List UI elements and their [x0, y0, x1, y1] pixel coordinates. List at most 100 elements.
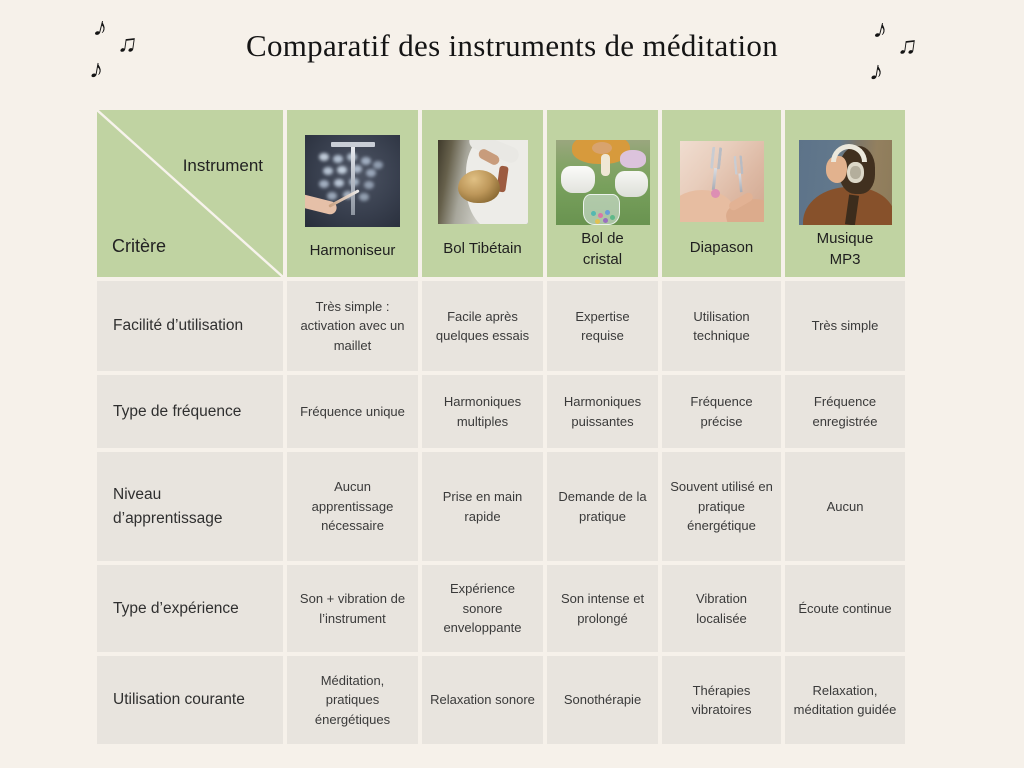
column-label-text: Harmoniseur: [309, 241, 396, 259]
face: [825, 156, 847, 183]
column-label: Bol Tibétain: [437, 224, 527, 277]
column-header-diapason: Diapason: [662, 110, 781, 277]
cell-text: Écoute continue: [798, 600, 892, 616]
cell-text: Expertise requise: [575, 308, 630, 344]
musique-mp3-photo: [798, 140, 892, 225]
table-cell: Aucun apprentissage nécessaire: [287, 452, 418, 561]
table-cell: Fréquence précise: [662, 375, 781, 448]
table-cell: Harmoniques multiples: [422, 375, 543, 448]
cell-text: Sonothérapie: [563, 692, 642, 708]
table-cell: Harmoniques puissantes: [547, 375, 658, 448]
cell-text: Vibration localisée: [695, 591, 748, 626]
table-cell: Fréquence unique: [287, 375, 418, 448]
column-label-text: Musique MP3: [816, 230, 874, 268]
criterion-utilisation-courante: Utilisation courante: [97, 656, 283, 744]
cell-text: Très simple: [811, 318, 879, 334]
blurred-chimes: [319, 153, 329, 161]
confetti-dots: [590, 211, 596, 216]
chime-rod: [351, 147, 355, 215]
column-header-bol-de-cristal: Bol de cristal: [547, 110, 658, 277]
table-cell: Expertise requise: [547, 281, 658, 371]
table-cell: Fréquence enregistrée: [785, 375, 905, 448]
column-label: Musique MP3: [806, 225, 884, 277]
table-cell: Expérience sonore enveloppante: [422, 565, 543, 652]
pink-tip: [710, 189, 720, 198]
table-cell: Très simple : activation avec un maillet: [287, 281, 418, 371]
cell-text: Relaxation sonore: [430, 692, 535, 708]
cell-text: Aucun: [826, 498, 864, 514]
page-title: Comparatif des instruments de méditation: [245, 28, 778, 63]
brass-bowl: [457, 170, 500, 203]
cell-text: Harmoniques multiples: [443, 394, 522, 429]
diapason-photo: [679, 141, 764, 222]
hand: [591, 142, 612, 154]
criterion-label: Facilité d’utilisation: [113, 317, 244, 335]
table-cell: Son + vibration de l’instrument: [287, 565, 418, 652]
pink-bowl: [619, 150, 646, 168]
headphone-cup: [846, 162, 864, 183]
column-label-text: Bol de cristal: [581, 230, 624, 268]
table-cell: Son intense et prolongé: [547, 565, 658, 652]
table-cell: Utilisation technique: [662, 281, 781, 371]
diagonal-divider: [97, 110, 283, 277]
mallet: [328, 189, 360, 208]
column-label: Bol de cristal: [564, 225, 642, 277]
criterion-label: Type d’expérience: [113, 599, 239, 617]
criterion-type-de-frequence: Type de fréquence: [97, 375, 283, 448]
bol-tibetain-photo: [437, 140, 528, 224]
column-label: Harmoniseur: [304, 227, 402, 277]
bol-de-cristal-photo: [555, 140, 650, 225]
criterion-niveau-apprentissage: Niveau d’apprentissage: [97, 452, 283, 561]
table-cell: Thérapies vibratoires: [662, 656, 781, 744]
fork-prongs: [732, 155, 744, 175]
clear-bowl: [582, 194, 620, 225]
table-cell: Sonothérapie: [547, 656, 658, 744]
cell-text: Fréquence enregistrée: [812, 394, 878, 429]
skin-area: [679, 190, 734, 222]
table-cell: Relaxation sonore: [422, 656, 543, 744]
comparison-table: Instrument Critère Harmoniseur Bol Tibét…: [97, 110, 905, 744]
cell-text: Souvent utilisé en pratique énergétique: [670, 479, 773, 534]
cell-text: Très simple : activation avec un maillet: [300, 298, 405, 353]
crystal-bowl-right: [614, 171, 648, 197]
criterion-facilite-utilisation: Facilité d’utilisation: [97, 281, 283, 371]
table-cell: Aucun: [785, 452, 905, 561]
column-header-musique-mp3: Musique MP3: [785, 110, 905, 277]
cell-text: Facile après quelques essais: [435, 308, 530, 344]
eighth-note-icon: ♪: [870, 12, 892, 46]
table-cell: Prise en main rapide: [422, 452, 543, 561]
table-cell: Méditation, pratiques énergétiques: [287, 656, 418, 744]
table-cell: Demande de la pratique: [547, 452, 658, 561]
cell-text: Relaxation, méditation guidée: [793, 682, 897, 718]
fork-prongs: [709, 146, 722, 170]
table-cell: Facile après quelques essais: [422, 281, 543, 371]
criterion-label: Utilisation courante: [113, 691, 245, 709]
cell-text: Harmoniques puissantes: [563, 394, 642, 429]
table-cell: Très simple: [785, 281, 905, 371]
cell-text: Fréquence précise: [690, 394, 753, 429]
cell-text: Son intense et prolongé: [560, 591, 645, 626]
cell-text: Expérience sonore enveloppante: [443, 581, 522, 636]
criterion-type-experience: Type d’expérience: [97, 565, 283, 652]
column-label: Diapason: [684, 222, 759, 277]
eighth-note-icon: ♪: [867, 55, 887, 87]
harmoniseur-photo: [305, 135, 400, 227]
cell-text: Utilisation technique: [693, 308, 750, 344]
striker: [600, 154, 610, 176]
column-header-bol-tibetain: Bol Tibétain: [422, 110, 543, 277]
corner-label-critere: Critère: [112, 236, 167, 256]
cell-text: Méditation, pratiques énergétiques: [314, 672, 391, 727]
beamed-notes-icon: ♫: [896, 28, 920, 62]
corner-label-instrument: Instrument: [182, 156, 263, 175]
tuning-fork-large: [707, 146, 722, 192]
column-label-text: Bol Tibétain: [443, 240, 522, 257]
table-cell: Souvent utilisé en pratique énergétique: [662, 452, 781, 561]
title-bar: ♪ ♫ ♪ Comparatif des instruments de médi…: [0, 0, 1024, 100]
cell-text: Demande de la pratique: [558, 489, 647, 524]
tuning-fork-small: [732, 155, 744, 193]
criterion-label: Niveau d’apprentissage: [113, 486, 223, 527]
fork-stem: [710, 167, 717, 191]
cell-text: Son + vibration de l’instrument: [299, 591, 406, 626]
table-cell: Relaxation, méditation guidée: [785, 656, 905, 744]
cell-text: Thérapies vibratoires: [691, 682, 752, 718]
